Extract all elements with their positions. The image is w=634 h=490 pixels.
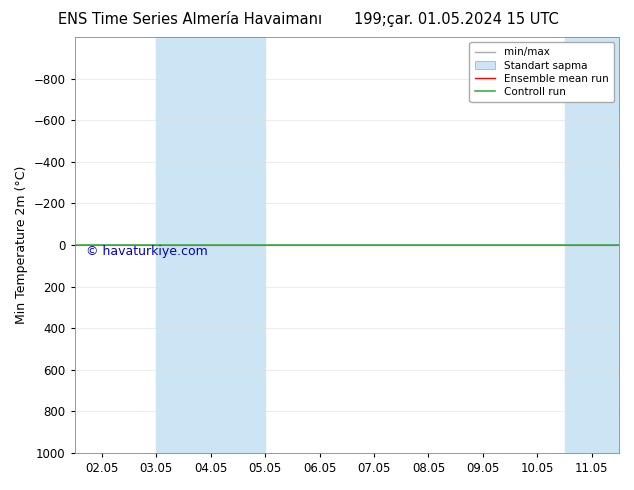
Y-axis label: Min Temperature 2m (°C): Min Temperature 2m (°C) [15,166,28,324]
Bar [157,37,265,453]
Bar [564,37,619,453]
Legend: min/max, Standart sapma, Ensemble mean run, Controll run: min/max, Standart sapma, Ensemble mean r… [469,42,614,102]
Text: © havaturkiye.com: © havaturkiye.com [86,245,207,258]
Text: 199;çar. 01.05.2024 15 UTC: 199;çar. 01.05.2024 15 UTC [354,12,559,27]
Text: ENS Time Series Almería Havaimanı: ENS Time Series Almería Havaimanı [58,12,322,27]
